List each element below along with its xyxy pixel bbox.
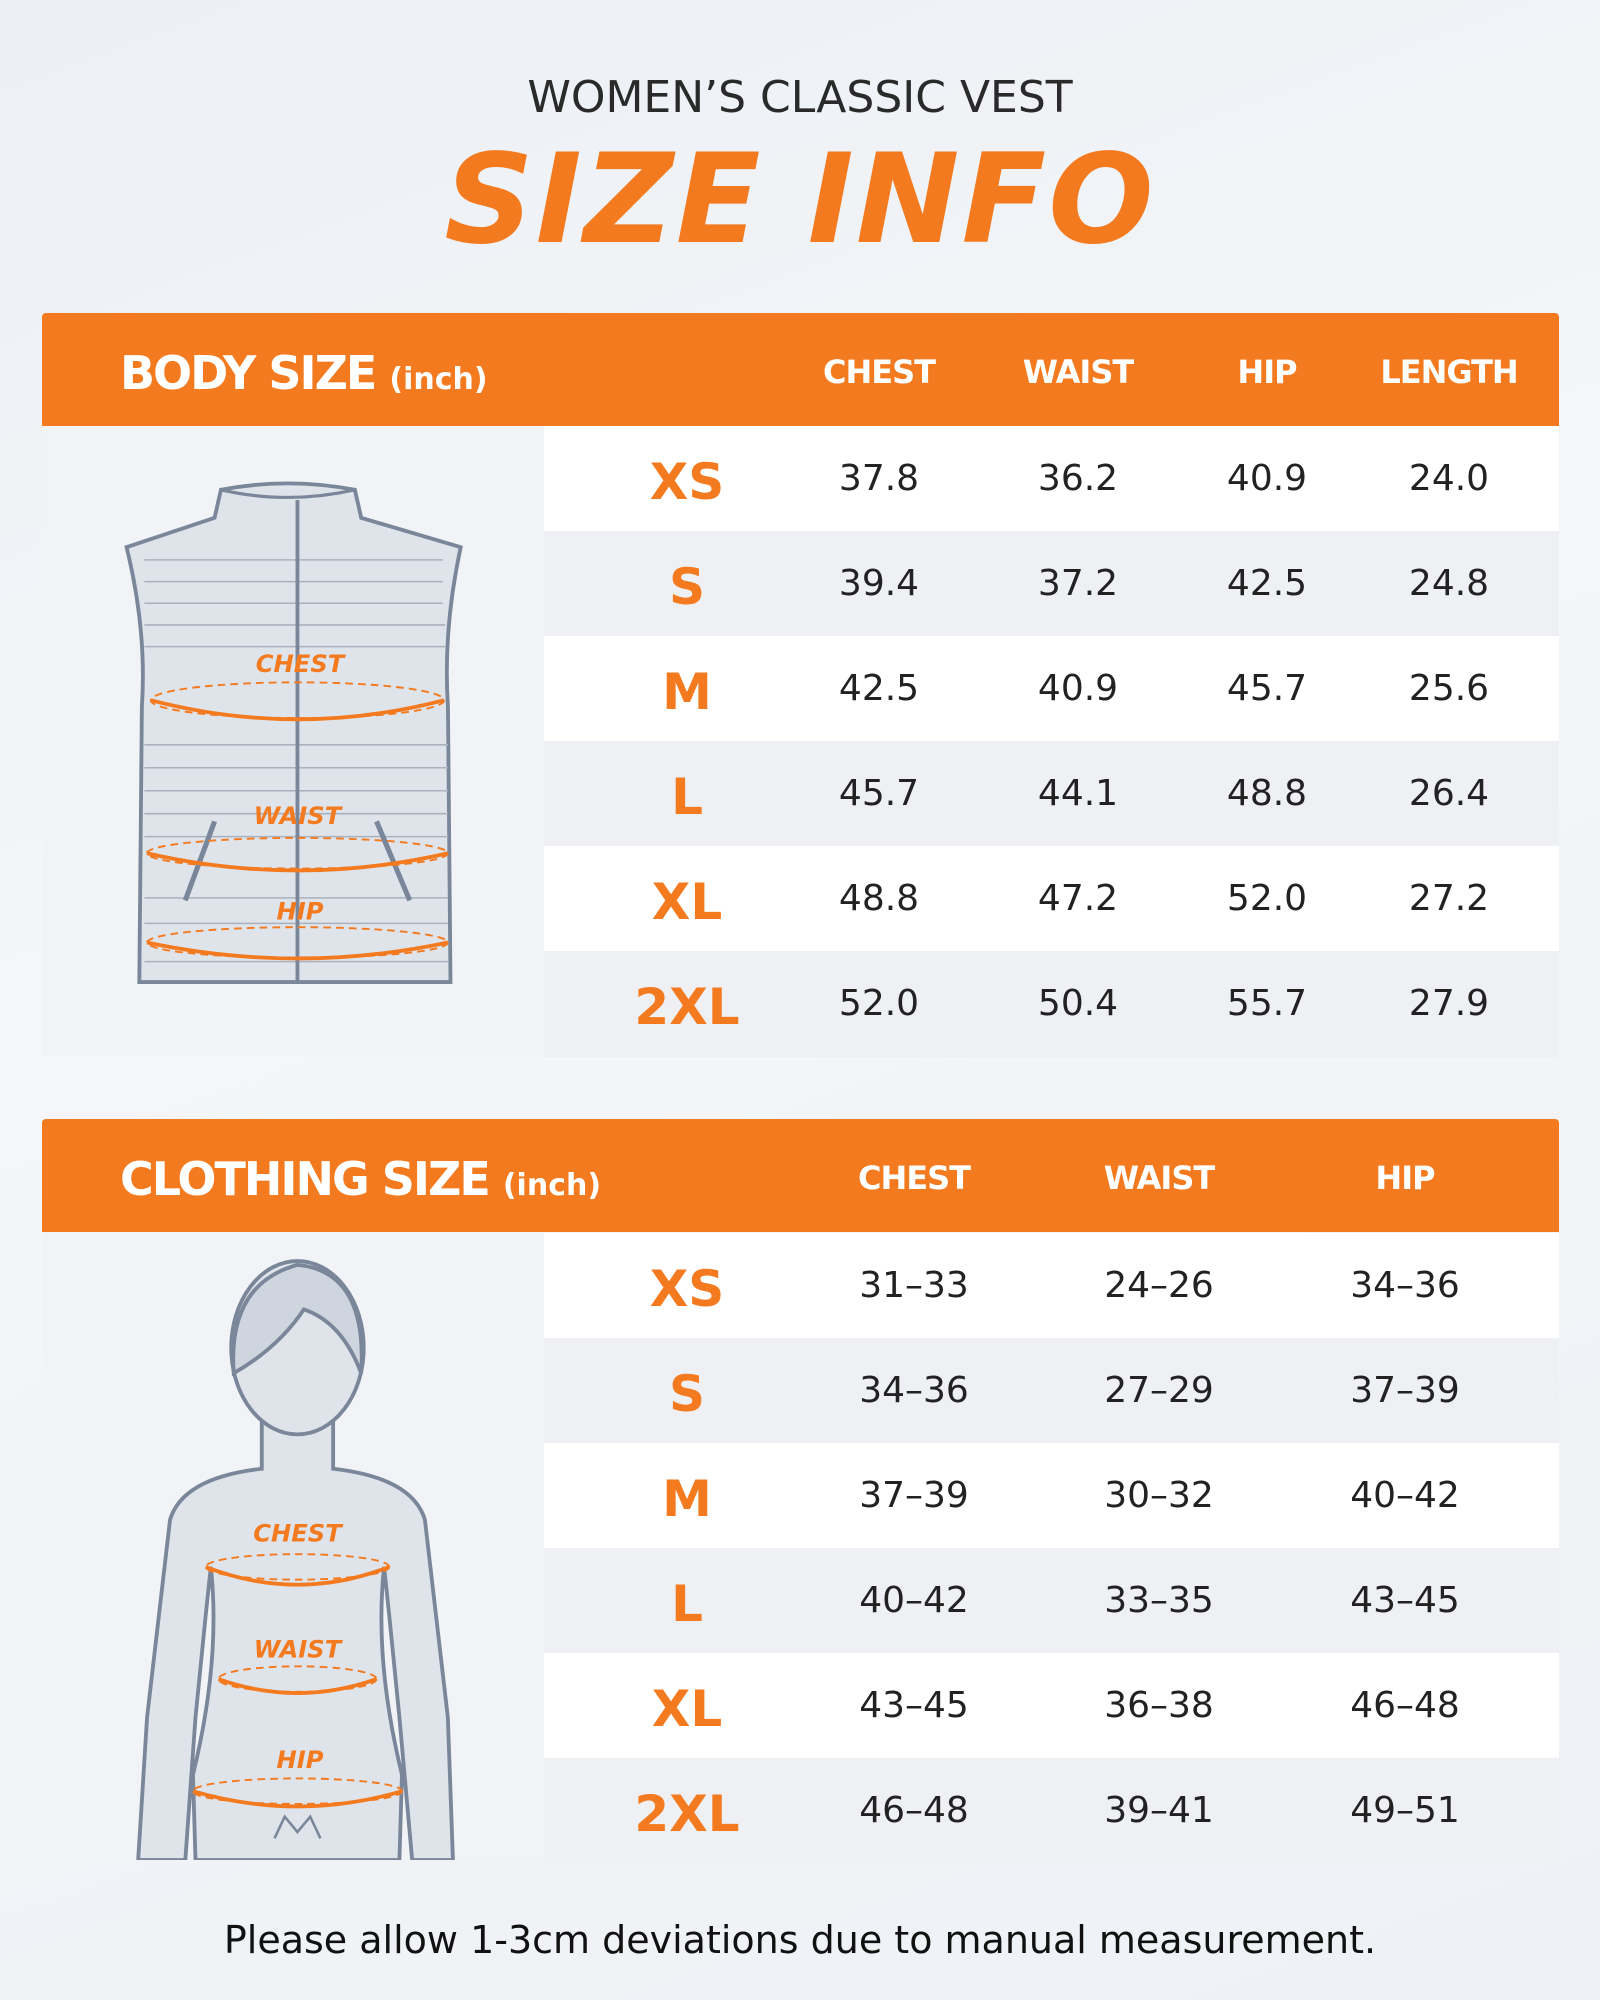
cell: 37–39 [859, 1475, 969, 1516]
cell: 36.2 [1037, 458, 1119, 499]
cell: 44.1 [1037, 773, 1119, 814]
cell: 49–51 [1350, 1790, 1460, 1831]
table-row: XL 43–45 36–38 46–48 [544, 1653, 1559, 1759]
cell: 30–32 [1104, 1475, 1214, 1516]
table-row: L 45.7 44.1 48.8 26.4 [544, 741, 1559, 847]
table-title: BODY SIZE (inch) [120, 346, 488, 400]
cell: 37.8 [838, 458, 920, 499]
vest-figure: CHEST WAIST HIP [124, 481, 463, 984]
cell: 42.5 [838, 668, 920, 709]
table-header: BODY SIZE (inch) CHEST WAIST HIP LENGTH [42, 313, 1559, 426]
cell: 43–45 [859, 1685, 969, 1726]
table-row: M 37–39 30–32 40–42 [544, 1443, 1559, 1549]
cell: 24–26 [1104, 1265, 1214, 1306]
cell: 46–48 [859, 1790, 969, 1831]
size-label: XL [651, 1680, 723, 1738]
cell: 52.0 [838, 983, 920, 1024]
figure-label: WAIST [254, 802, 344, 830]
cell: 25.6 [1408, 668, 1490, 709]
footnote: Please allow 1-3cm deviations due to man… [223, 1918, 1377, 1962]
cell: 43–45 [1350, 1580, 1460, 1621]
figure-label: HIP [276, 898, 323, 926]
cell: 45.7 [1226, 668, 1308, 709]
size-label: M [662, 1470, 712, 1528]
size-label: S [668, 558, 706, 616]
title: SIZE INFO [444, 128, 1156, 272]
size-label: L [671, 1575, 703, 1633]
table-title: CLOTHING SIZE (inch) [120, 1152, 601, 1206]
cell: 26.4 [1408, 773, 1490, 814]
table-row: XL 48.8 47.2 52.0 27.2 [544, 846, 1559, 952]
table-header: CLOTHING SIZE (inch) CHEST WAIST HIP [42, 1119, 1559, 1232]
cell: 40.9 [1037, 668, 1119, 709]
cell: 31–33 [859, 1265, 969, 1306]
cell: 33–35 [1104, 1580, 1214, 1621]
cell: 27.9 [1408, 983, 1490, 1024]
body-figure: CHEST WAIST HIP [136, 1259, 455, 1862]
cell: 37–39 [1350, 1370, 1460, 1411]
cell: 45.7 [838, 773, 920, 814]
column-header: CHEST [823, 353, 936, 391]
cell: 52.0 [1226, 878, 1308, 919]
unit: (inch) [389, 362, 488, 397]
table-row: 2XL 52.0 50.4 55.7 27.9 [544, 951, 1559, 1057]
cell: 34–36 [859, 1370, 969, 1411]
column-header: CHEST [858, 1159, 971, 1197]
cell: 27.2 [1408, 878, 1490, 919]
column-header: WAIST [1022, 353, 1134, 391]
column-header: WAIST [1103, 1159, 1215, 1197]
subtitle: WOMEN’S CLASSIC VEST [527, 72, 1073, 123]
cell: 46–48 [1350, 1685, 1460, 1726]
table-row: XS 37.8 36.2 40.9 24.0 [544, 426, 1559, 532]
figure-label: HIP [277, 1746, 324, 1774]
table-row: 2XL 46–48 39–41 49–51 [544, 1758, 1559, 1864]
figure-panel: CHEST WAIST HIP [42, 426, 544, 1056]
figure-label: CHEST [256, 650, 347, 678]
cell: 37.2 [1037, 563, 1119, 604]
cell: 39–41 [1104, 1790, 1214, 1831]
table-row: L 40–42 33–35 43–45 [544, 1548, 1559, 1654]
figure-panel: CHEST WAIST HIP [42, 1233, 544, 1862]
cell: 50.4 [1037, 983, 1119, 1024]
figure-label: CHEST [253, 1519, 344, 1547]
cell: 48.8 [838, 878, 920, 919]
cell: 24.0 [1408, 458, 1490, 499]
column-header: HIP [1237, 353, 1297, 391]
table-row: XS 31–33 24–26 34–36 [544, 1233, 1559, 1339]
cell: 39.4 [838, 563, 920, 604]
cell: 47.2 [1037, 878, 1119, 919]
table-title-text: BODY SIZE [120, 346, 377, 400]
table-title-text: CLOTHING SIZE [120, 1152, 491, 1206]
column-header: LENGTH [1380, 353, 1518, 391]
size-label: 2XL [634, 1785, 740, 1843]
column-header: HIP [1375, 1159, 1435, 1197]
cell: 42.5 [1226, 563, 1308, 604]
size-label: 2XL [634, 978, 740, 1036]
table-row: S 39.4 37.2 42.5 24.8 [544, 531, 1559, 637]
table-row: S 34–36 27–29 37–39 [544, 1338, 1559, 1444]
cell: 40–42 [1350, 1475, 1460, 1516]
size-label: S [668, 1365, 706, 1423]
cell: 24.8 [1408, 563, 1490, 604]
cell: 55.7 [1226, 983, 1308, 1024]
cell: 27–29 [1104, 1370, 1214, 1411]
cell: 40–42 [859, 1580, 969, 1621]
cell: 34–36 [1350, 1265, 1460, 1306]
size-label: M [662, 663, 712, 721]
cell: 36–38 [1104, 1685, 1214, 1726]
figure-label: WAIST [254, 1635, 344, 1663]
cell: 40.9 [1226, 458, 1308, 499]
unit: (inch) [502, 1168, 602, 1203]
size-label: XS [649, 1260, 725, 1318]
size-label: XL [651, 873, 723, 931]
cell: 48.8 [1226, 773, 1308, 814]
size-label: XS [649, 453, 725, 511]
size-label: L [671, 768, 703, 826]
table-row: M 42.5 40.9 45.7 25.6 [544, 636, 1559, 742]
